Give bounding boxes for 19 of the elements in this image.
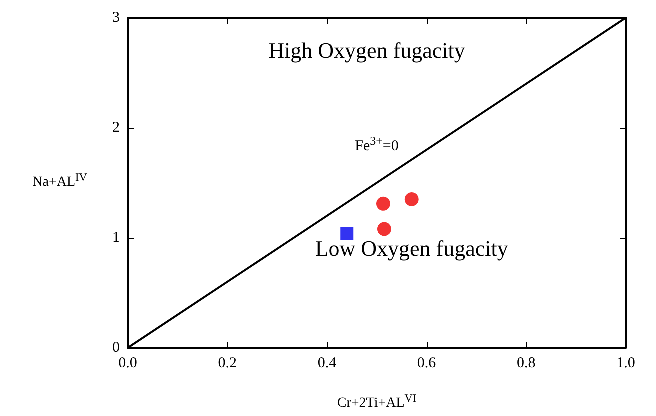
x-tick-label: 0.4 [318,356,338,372]
point [377,222,392,236]
x-tick-label: 0.8 [517,356,536,372]
annotation: Low Oxygen fugacity [315,236,508,261]
x-tick-label: 0.2 [218,356,237,372]
point [340,227,354,240]
annotation: Fe$^{3+}$=0 [355,134,399,154]
x-axis-title: Cr+2Ti+AL$^{VI}$ [337,392,417,411]
y-tick-label: 1 [112,230,120,246]
x-tick-label: 1.0 [616,356,636,372]
y-tick-label: 2 [112,120,120,136]
x-tick-label: 0.0 [118,356,138,372]
y-tick-label: 0 [112,340,120,356]
y-axis-title: Na+AL$^{IV}$ [32,172,88,190]
x-tick-label: 0.6 [417,356,437,372]
annotation: High Oxygen fugacity [268,38,466,63]
y-tick-label: 3 [112,10,120,26]
point [404,192,419,206]
point [376,196,390,211]
